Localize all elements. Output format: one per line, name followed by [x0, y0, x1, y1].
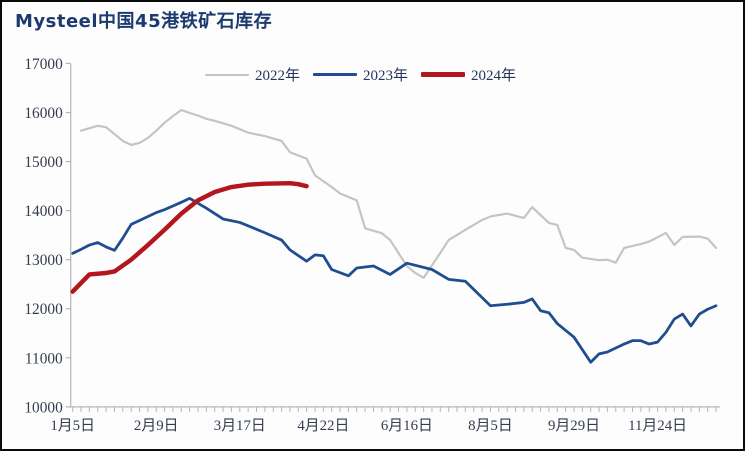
y-axis-label: 11000	[25, 350, 63, 367]
x-axis-label: 1月5日	[50, 418, 95, 434]
legend-item-2022: 2022年	[205, 64, 300, 85]
y-axis-label: 14000	[24, 203, 63, 220]
y-axis-label: 17000	[24, 56, 63, 73]
y-axis-label: 16000	[24, 105, 63, 122]
y-axis-label: 12000	[24, 301, 63, 318]
series-line-2023年	[71, 196, 718, 364]
series-line-2022年	[79, 108, 718, 279]
x-axis-label: 2月9日	[134, 418, 179, 434]
legend-line-swatch-2024	[421, 72, 466, 77]
x-axis-label: 9月29日	[548, 418, 600, 434]
y-axis-label: 15000	[24, 154, 63, 171]
chart-title: Mysteel中国45港铁矿石库存	[15, 11, 273, 32]
legend: 2022年 2023年 2024年	[205, 64, 516, 85]
legend-item-2023: 2023年	[313, 64, 408, 85]
y-axis-label: 10000	[24, 399, 63, 416]
legend-label-2024: 2024年	[471, 68, 517, 84]
legend-line-swatch-2022	[205, 73, 249, 76]
x-axis-label: 8月5日	[468, 418, 513, 434]
legend-label-2022: 2022年	[255, 68, 301, 84]
legend-label-2023: 2023年	[363, 68, 409, 84]
series-line-2024年	[70, 180, 309, 294]
x-axis-label: 4月22日	[297, 418, 349, 434]
x-axis-label: 11月24日	[628, 418, 687, 434]
x-axis-label: 6月16日	[381, 418, 433, 434]
y-axis-label: 13000	[24, 252, 63, 269]
legend-item-2024: 2024年	[421, 64, 516, 85]
legend-line-swatch-2023	[313, 73, 358, 76]
x-axis-label: 3月17日	[214, 418, 266, 434]
axis-lines	[70, 63, 720, 408]
